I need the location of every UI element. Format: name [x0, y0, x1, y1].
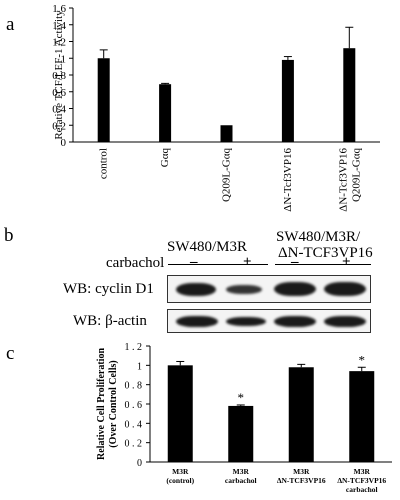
bar-3 — [349, 371, 375, 462]
svg-text:Relative Cell Proliferation: Relative Cell Proliferation — [96, 348, 107, 460]
x-tick-label-4: ΔN-Tcf3VP16 Q209L-Gαq — [337, 148, 362, 212]
svg-text:Gαq: Gαq — [159, 148, 171, 168]
band-cyclin-d1-lane-3 — [274, 282, 316, 296]
y-tick-label: 0 . 2 — [125, 439, 143, 450]
y-tick-label: 1.2 — [52, 37, 66, 49]
band-cyclin-d1-lane-2 — [226, 285, 262, 294]
significance-marker-3: * — [359, 352, 366, 367]
bar-4 — [343, 48, 356, 143]
svg-text:M3R: M3R — [354, 467, 371, 476]
y-tick-label: 1.6 — [52, 3, 66, 15]
bar-0 — [97, 58, 110, 142]
svg-text:control: control — [98, 148, 110, 179]
svg-text:carbachol: carbachol — [346, 485, 378, 494]
svg-text:M3R: M3R — [172, 467, 189, 476]
panel-letter-a: a — [6, 14, 15, 35]
bar-1 — [228, 405, 254, 462]
chart-c-cell-proliferation: 0 0 . 2 0 . 4 0 . 6 0 . 8 1 1 . 2 Relative Cell… — [96, 342, 392, 494]
svg-text:ΔN-Tcf3VP16: ΔN-Tcf3VP16 — [337, 148, 349, 212]
bar-2 — [288, 367, 314, 462]
y-tick-label: 0 . 4 — [125, 419, 143, 430]
y-tick-label: 1 — [61, 53, 67, 65]
svg-text:ΔN-TCF3VP16: ΔN-TCF3VP16 — [337, 476, 386, 485]
svg-text:M3R: M3R — [293, 467, 310, 476]
band-beta-actin-lane-2 — [226, 317, 266, 326]
y-tick-label: 0.4 — [52, 104, 66, 116]
blot-image-cyclin-d1 — [167, 275, 371, 303]
y-axis-label: Relative Cell Proliferation (Over Control… — [96, 348, 119, 460]
band-beta-actin-lane-4 — [324, 316, 366, 327]
x-tick-label-0: M3R(control) — [166, 467, 194, 485]
sign-lane-2: + — [243, 254, 252, 270]
svg-text:ΔN-TCF3VP16: ΔN-TCF3VP16 — [277, 476, 326, 485]
y-tick-label: 0 — [61, 137, 67, 149]
y-tick-label: 1 — [137, 361, 142, 372]
blot-header-sw480-m3r-dn-tcf3vp16-line2: ΔN-TCF3VP16 — [278, 245, 373, 261]
y-tick-label: 1 . 2 — [125, 342, 143, 353]
svg-text:ΔN-Tcf3VP16: ΔN-Tcf3VP16 — [282, 148, 294, 212]
sign-lane-3: – — [291, 254, 299, 270]
significance-marker-1: * — [238, 390, 245, 405]
group-underline-left — [168, 264, 268, 265]
treatment-label-carbachol: carbachol — [106, 255, 165, 271]
y-tick-label: 0 . 8 — [125, 381, 143, 392]
sign-lane-1: – — [190, 254, 198, 270]
band-cyclin-d1-lane-1 — [176, 283, 216, 296]
y-tick-label: 0 — [137, 458, 142, 469]
y-tick-label: 0.6 — [52, 87, 66, 99]
x-tick-label-3: ΔN-Tcf3VP16 — [282, 148, 294, 212]
bar-2 — [220, 125, 233, 142]
row-label-cyclin-d1: WB: cyclin D1 — [63, 281, 154, 297]
band-beta-actin-lane-1 — [176, 316, 218, 327]
x-tick-label-1: Gαq — [159, 148, 171, 168]
y-tick-label: 0.8 — [52, 70, 66, 82]
svg-text:Q209L-Gαq: Q209L-Gαq — [350, 148, 362, 203]
svg-text:Q209L-Gαq: Q209L-Gαq — [221, 148, 233, 203]
y-axis-label: Relative TCF/LEF-1 Activity — [53, 10, 65, 140]
bar-0 — [167, 365, 193, 462]
blot-header-sw480-m3r: SW480/M3R — [167, 239, 248, 255]
y-tick-label: 0 . 6 — [125, 400, 143, 411]
svg-text:(control): (control) — [166, 476, 194, 485]
blot-header-sw480-m3r-dn-tcf3vp16-line1: SW480/M3R/ — [276, 229, 361, 245]
x-tick-label-0: control — [98, 148, 110, 179]
panel-letter-b: b — [4, 225, 14, 246]
blot-image-beta-actin — [167, 309, 371, 333]
band-beta-actin-lane-3 — [274, 316, 316, 327]
y-tick-label: 0.2 — [52, 120, 66, 132]
svg-text:(Over Control Cells): (Over Control Cells) — [108, 360, 119, 447]
bar-3 — [281, 59, 294, 142]
bar-1 — [159, 84, 172, 142]
sign-lane-4: + — [342, 254, 351, 270]
svg-text:carbachol: carbachol — [225, 476, 257, 485]
row-label-beta-actin: WB: β-actin — [73, 313, 147, 329]
y-tick-label: 1.4 — [52, 20, 66, 32]
x-tick-label-2: Q209L-Gαq — [221, 148, 233, 203]
svg-text:M3R: M3R — [233, 467, 250, 476]
group-underline-right — [275, 264, 371, 265]
panel-letter-c: c — [6, 343, 15, 364]
band-cyclin-d1-lane-4 — [324, 282, 366, 296]
